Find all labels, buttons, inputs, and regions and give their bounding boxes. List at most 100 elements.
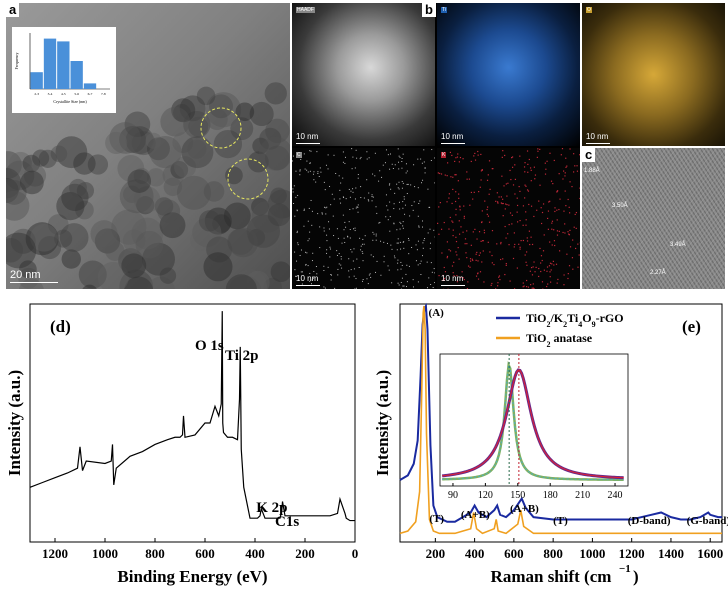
k-signal-dot — [471, 245, 472, 246]
k-signal-dot — [570, 246, 571, 247]
c-signal-dot — [304, 209, 305, 210]
k-signal-dot — [453, 235, 454, 236]
hist-bar — [57, 41, 69, 89]
c-signal-dot — [384, 256, 385, 257]
peak-annotation: (A+B) — [510, 503, 539, 515]
k-signal-dot — [545, 163, 546, 164]
k-signal-dot — [503, 215, 504, 216]
k-signal-dot — [524, 197, 525, 198]
c-signal-dot — [377, 261, 378, 262]
c-signal-dot — [361, 157, 362, 158]
c-signal-dot — [422, 242, 423, 243]
c-signal-dot — [389, 169, 390, 170]
scale-bar-label: 10 nm — [296, 274, 318, 283]
c-signal-dot — [407, 281, 408, 282]
c-signal-dot — [398, 187, 399, 188]
scale-bar-label: 10 nm — [586, 132, 608, 141]
k-signal-dot — [455, 251, 456, 252]
k-signal-dot — [477, 151, 478, 152]
c-signal-dot — [418, 187, 419, 188]
k-signal-dot — [481, 261, 482, 262]
c-signal-dot — [306, 252, 307, 253]
k-signal-dot — [529, 231, 530, 232]
c-signal-dot — [423, 240, 424, 241]
nanoparticle — [60, 223, 89, 252]
peak-annotation: (A+B) — [461, 509, 490, 521]
c-signal-dot — [344, 242, 345, 243]
x-tick-label: 600 — [504, 546, 524, 561]
k-signal-dot — [514, 288, 515, 289]
k-signal-dot — [573, 153, 574, 154]
x-tick-label: 1600 — [697, 546, 723, 561]
c-signal-dot — [348, 270, 349, 271]
k-signal-dot — [471, 161, 472, 162]
k-signal-dot — [538, 200, 539, 201]
c-signal-dot — [308, 171, 309, 172]
c-signal-dot — [402, 278, 403, 279]
c-signal-dot — [434, 282, 435, 283]
c-signal-dot — [312, 260, 313, 261]
c-signal-dot — [384, 261, 385, 262]
k-signal-dot — [558, 209, 559, 210]
c-signal-dot — [385, 216, 386, 217]
k-signal-dot — [510, 179, 511, 180]
c-signal-dot — [368, 283, 369, 284]
c-signal-dot — [322, 214, 323, 215]
c-signal-dot — [404, 286, 405, 287]
c-signal-dot — [342, 178, 343, 179]
k-signal-dot — [477, 260, 478, 261]
k-signal-dot — [550, 263, 551, 264]
c-signal-dot — [433, 287, 434, 288]
k-signal-dot — [463, 205, 464, 206]
c-signal-dot — [298, 244, 299, 245]
c-signal-dot — [362, 253, 363, 254]
c-signal-dot — [311, 200, 312, 201]
c-signal-dot — [366, 278, 367, 279]
c-signal-dot — [311, 151, 312, 152]
d-spacing-label: 3.49Å — [670, 242, 686, 248]
k-signal-dot — [562, 178, 563, 179]
k-signal-dot — [577, 244, 578, 245]
k-signal-dot — [575, 248, 576, 249]
nanoparticle — [214, 130, 242, 158]
c-signal-dot — [394, 203, 395, 204]
k-signal-dot — [460, 226, 461, 227]
k-signal-dot — [529, 159, 530, 160]
c-signal-dot — [398, 168, 399, 169]
k-signal-dot — [501, 203, 502, 204]
nanoparticle — [228, 228, 258, 258]
k-signal-dot — [478, 279, 479, 280]
c-signal-dot — [351, 269, 352, 270]
k-signal-dot — [473, 155, 474, 156]
c-signal-dot — [402, 286, 403, 287]
k-signal-dot — [504, 274, 505, 275]
k-signal-dot — [533, 283, 534, 284]
k-signal-dot — [452, 265, 453, 266]
x-tick-label: 1400 — [658, 546, 684, 561]
c-signal-dot — [399, 202, 400, 203]
c-signal-dot — [337, 228, 338, 229]
k-signal-dot — [453, 262, 454, 263]
c-signal-dot — [304, 153, 305, 154]
k-signal-dot — [540, 271, 541, 272]
k-signal-dot — [530, 237, 531, 238]
c-signal-dot — [368, 193, 369, 194]
c-signal-dot — [339, 190, 340, 191]
k-signal-dot — [531, 267, 532, 268]
c-signal-dot — [295, 171, 296, 172]
k-signal-dot — [457, 153, 458, 154]
c-signal-dot — [407, 184, 408, 185]
scale-bar — [296, 143, 320, 144]
k-signal-dot — [506, 183, 507, 184]
k-signal-dot — [527, 172, 528, 173]
k-signal-dot — [497, 285, 498, 286]
k-signal-dot — [556, 210, 557, 211]
x-tick-label: 600 — [195, 546, 215, 561]
k-signal-dot — [448, 228, 449, 229]
k-signal-dot — [488, 216, 489, 217]
c-signal-dot — [398, 162, 399, 163]
c-signal-dot — [386, 149, 387, 150]
k-signal-dot — [500, 259, 501, 260]
